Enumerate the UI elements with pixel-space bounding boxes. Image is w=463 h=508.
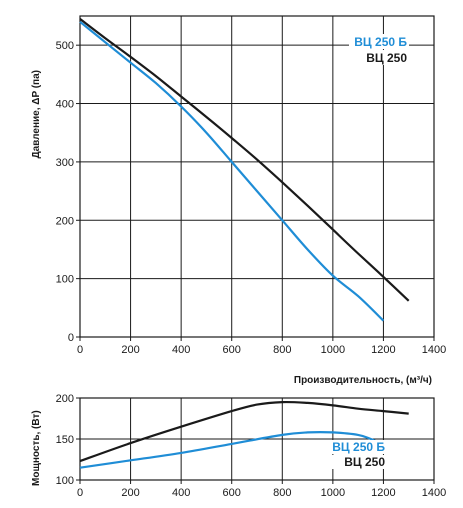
pressure-x-ticks: 0 200 400 600 800 1000 1200 1400 [77, 344, 446, 356]
pressure-x-tick-label: 0 [77, 344, 83, 356]
power-legend-bg [327, 455, 387, 469]
power-y-tick-label: 200 [56, 393, 74, 405]
pressure-y-tick-label: 0 [68, 332, 74, 344]
pressure-y-tick-label: 500 [56, 40, 74, 52]
pressure-x-tick-label: 600 [223, 344, 241, 356]
power-legend-item-2: ВЦ 250 [344, 455, 385, 469]
pressure-series-line-1 [79, 20, 385, 322]
power-x-tick-label: 1200 [371, 487, 395, 499]
pressure-y-axis-label: Давление, ΔP (па) [31, 70, 42, 159]
power-series-line-1 [79, 431, 384, 469]
pressure-y-ticks: 0 100 200 300 400 500 [56, 40, 74, 344]
power-x-tick-label: 800 [273, 487, 291, 499]
power-legend-item-1: ВЦ 250 Б [332, 440, 385, 454]
power-x-tick-label: 0 [77, 487, 83, 499]
pressure-legend-bg [349, 50, 409, 65]
power-x-tick-label: 1000 [321, 487, 345, 499]
power-y-ticks: 100 150 200 [56, 393, 74, 487]
pressure-x-tick-label: 1200 [371, 344, 395, 356]
pressure-x-tick-label: 1000 [321, 344, 345, 356]
pressure-plot-frame [79, 15, 435, 338]
pressure-y-tick-label: 400 [56, 99, 74, 111]
power-x-ticks: 0 200 400 600 800 1000 1200 1400 [77, 487, 446, 499]
pressure-x-tick-label: 400 [172, 344, 190, 356]
pressure-chart: 0 200 400 600 800 1000 1200 1400 0 100 200 300 400 5… [31, 15, 446, 386]
pressure-x-tick-label: 200 [121, 344, 139, 356]
power-plot-frame [79, 397, 435, 481]
pressure-legend-item-2: ВЦ 250 [366, 51, 407, 65]
pressure-y-tick-label: 200 [56, 215, 74, 227]
power-legend-bg [327, 440, 387, 454]
pressure-x-tick-label: 1400 [422, 344, 446, 356]
power-y-axis-label: Мощность, (Вт) [31, 410, 42, 486]
power-x-tick-label: 600 [223, 487, 241, 499]
pressure-y-tick-label: 300 [56, 157, 74, 169]
pressure-grid [76, 15, 435, 341]
power-y-tick-label: 100 [56, 475, 74, 487]
power-series-line-2 [79, 400, 409, 463]
power-x-tick-label: 1400 [422, 487, 446, 499]
pressure-legend-bg [349, 34, 409, 49]
pressure-series [79, 18, 410, 322]
power-x-tick-label: 400 [172, 487, 190, 499]
pressure-legend-item-1: ВЦ 250 Б [354, 35, 407, 49]
power-legend: ВЦ 250 БВЦ 250 [327, 440, 387, 469]
power-chart: 0 200 400 600 800 1000 1200 1400 100 150 200 Мощн… [31, 393, 446, 499]
power-x-tick-label: 200 [121, 487, 139, 499]
pressure-x-axis-label: Производительность, (м³/ч) [294, 375, 432, 386]
pressure-x-tick-label: 800 [273, 344, 291, 356]
pressure-series-line-2 [79, 18, 410, 302]
pressure-legend: ВЦ 250 Б ВЦ 250 [349, 34, 409, 65]
power-series [79, 400, 409, 469]
power-y-tick-label: 150 [56, 434, 74, 446]
pressure-y-tick-label: 100 [56, 274, 74, 286]
